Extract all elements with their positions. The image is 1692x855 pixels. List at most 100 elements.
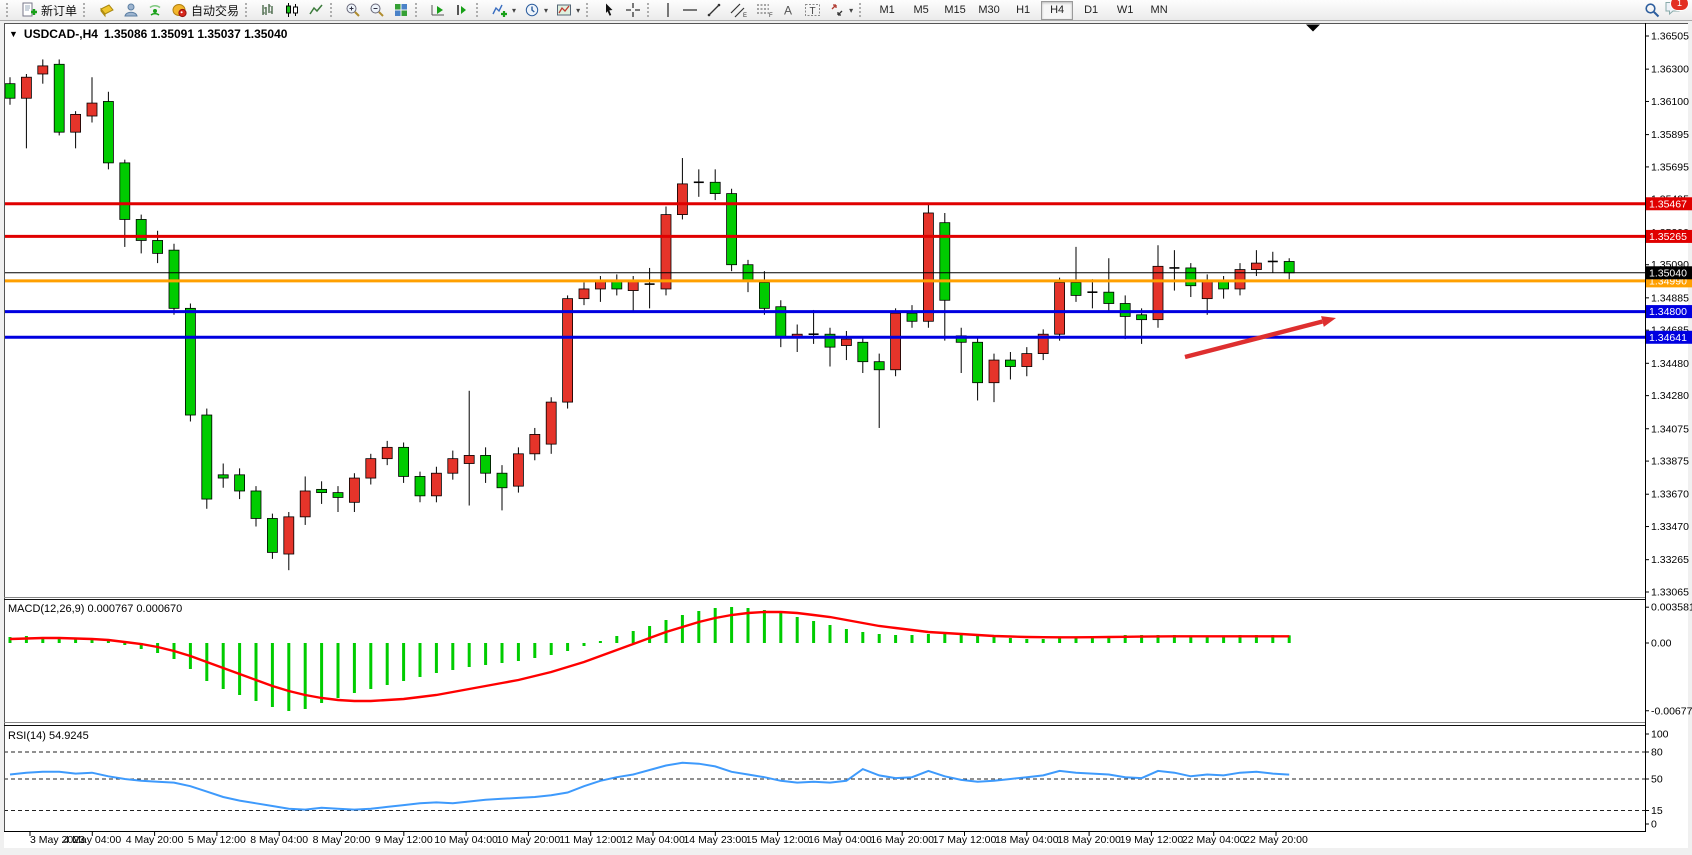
horizontal-line-button[interactable] [678, 0, 702, 21]
price-tick-label: 1.35895 [1651, 129, 1689, 141]
price-tick-label: 1.35695 [1651, 161, 1689, 173]
bar-chart-icon [262, 4, 273, 15]
vertical-line-button[interactable] [658, 0, 678, 21]
bid-price-badge [1646, 266, 1692, 280]
indicators-button[interactable]: ▾ [487, 0, 520, 21]
time-tick-label: 17 May 12:00 [933, 834, 997, 846]
time-tick-label: 10 May 04:00 [434, 834, 498, 846]
price-tick-label: 1.33670 [1651, 489, 1689, 501]
template-icon [557, 4, 572, 16]
arrows-icon [831, 4, 843, 16]
chart-title: ▼ USDCAD-,H4 1.35086 1.35091 1.35037 1.3… [9, 27, 287, 41]
rsi-label: RSI(14) 54.9245 [8, 730, 89, 742]
autotrading-button[interactable]: 自动交易 [167, 0, 243, 21]
candlestick-chart-button[interactable] [280, 0, 304, 21]
clock-icon [525, 3, 539, 17]
auto-scroll-button[interactable] [426, 0, 450, 21]
tile-windows-button[interactable] [389, 0, 413, 21]
trendline-button[interactable] [702, 0, 726, 21]
time-tick-label: 19 May 12:00 [1120, 834, 1184, 846]
dropdown-arrow-icon: ▾ [576, 5, 581, 15]
time-tick-label: 8 May 04:00 [250, 834, 308, 846]
text-button[interactable]: A [778, 0, 800, 21]
zoom-in-icon [346, 3, 360, 17]
timeframe-m1[interactable]: M1 [879, 4, 895, 16]
cursor-icon [606, 3, 613, 16]
periods-button[interactable]: ▾ [520, 0, 552, 21]
toolbar-grip [859, 3, 866, 17]
timeframe-m5[interactable]: M5 [913, 4, 929, 16]
candlesticks [4, 59, 1295, 571]
timeframe-h1[interactable]: H1 [1016, 4, 1031, 16]
time-tick-label: 4 May 04:00 [63, 834, 121, 846]
level-price-badge [1646, 197, 1692, 211]
equidistant-channel-button[interactable]: E [726, 0, 752, 21]
level-price-badge [1646, 330, 1692, 344]
time-tick-label: 10 May 20:00 [497, 834, 561, 846]
arrow-annotation [1184, 316, 1336, 360]
price-tick-label: 1.34075 [1651, 423, 1689, 435]
signals-button[interactable] [143, 0, 167, 21]
bid-price-badge-label: 1.35040 [1649, 267, 1687, 279]
search-icon [1645, 3, 1660, 18]
candlestick-chart-icon [286, 3, 299, 17]
macd-axis-label: 0.00 [1651, 638, 1672, 650]
timeframe-mn[interactable]: MN [1150, 4, 1168, 16]
new-order-label: 新订单 [41, 3, 78, 18]
cursor-button[interactable] [597, 0, 621, 21]
crosshair-button[interactable] [621, 0, 645, 21]
time-tick-label: 18 May 04:00 [995, 834, 1059, 846]
rsi-axis-label: 50 [1651, 774, 1663, 786]
gold-button[interactable] [94, 0, 119, 21]
timeframe-h4[interactable]: H4 [1041, 0, 1074, 20]
chart-shift-icon [457, 5, 467, 15]
timeframe-m30[interactable]: M30 [978, 4, 1000, 16]
indicators-icon [492, 4, 508, 17]
quote-values: 1.35086 1.35091 1.35037 1.35040 [103, 27, 288, 41]
fibonacci-button[interactable]: F [752, 0, 778, 21]
timeframe-d1[interactable]: D1 [1084, 4, 1099, 16]
price-tick-label: 1.33875 [1651, 456, 1689, 468]
time-tick-label: 14 May 23:00 [683, 834, 747, 846]
line-chart-button[interactable] [304, 0, 328, 21]
dropdown-arrow-icon: ▾ [544, 5, 549, 15]
notifications-button[interactable]: 1 [1664, 0, 1689, 21]
price-tick-label: 1.36505 [1651, 31, 1689, 43]
chart-shift-button[interactable] [450, 0, 474, 21]
toolbar-grip [586, 3, 593, 17]
timeframe-group: M1 M5 M15 M30 H1 H4 D1 W1 MN [870, 0, 1176, 20]
price-tick-label: 1.36300 [1651, 64, 1689, 76]
level-price-badge-label: 1.35467 [1649, 198, 1687, 210]
level-price-badge-label: 1.34641 [1649, 332, 1687, 344]
symbol-dropdown-icon[interactable]: ▼ [9, 29, 18, 39]
zoom-in-button[interactable] [341, 0, 365, 21]
community-button[interactable] [119, 0, 143, 21]
new-order-button[interactable]: 新订单 [17, 0, 81, 21]
level-price-badge [1646, 305, 1692, 319]
macd-signal-line [9, 610, 1290, 703]
time-tick-label: 16 May 04:00 [808, 834, 872, 846]
svg-text:E: E [743, 13, 747, 18]
text-label-icon: T [805, 4, 821, 17]
arrows-button[interactable]: ▾ [825, 0, 857, 21]
zoom-out-button[interactable] [365, 0, 389, 21]
search-button[interactable] [1640, 0, 1664, 21]
price-tick-label: 1.33065 [1651, 587, 1689, 599]
time-tick-label: 18 May 20:00 [1057, 834, 1121, 846]
toolbar-grip [6, 3, 13, 17]
notification-badge: 1 [1670, 0, 1689, 11]
price-tick-label: 1.33265 [1651, 554, 1689, 566]
level-price-badge-label: 1.34800 [1649, 306, 1687, 318]
bar-chart-button[interactable] [256, 0, 280, 21]
pane-borders [4, 23, 1688, 832]
price-tick-label: 1.34480 [1651, 358, 1689, 370]
templates-button[interactable]: ▾ [552, 0, 584, 21]
text-label-button[interactable]: T [800, 0, 825, 21]
timeframe-m15[interactable]: M15 [944, 4, 966, 16]
time-tick-label: 9 May 12:00 [375, 834, 433, 846]
toolbar: 新订单 自动交易 [0, 0, 1692, 21]
timeframe-w1[interactable]: W1 [1116, 4, 1134, 16]
